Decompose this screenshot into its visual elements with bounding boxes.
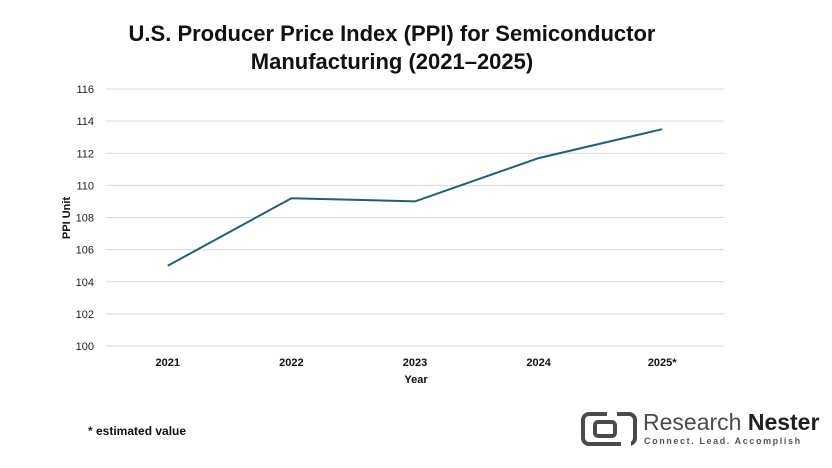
y-tick-label: 116 [76,84,94,96]
gridlines [106,88,724,347]
x-axis-label: Year [404,374,428,386]
brand-logo: Research Nester Connect. Lead. Accomplis… [581,409,819,449]
x-tick-label: 2025* [648,357,677,369]
chart-title-line-1: U.S. Producer Price Index (PPI) for Semi… [128,21,656,46]
y-tick-label: 108 [76,213,94,225]
brand-name-part-2: Nester [747,409,820,435]
x-tick-label: 2023 [403,357,427,369]
y-axis-ticks: 100 102 104 106 108 110 112 114 116 [76,84,94,353]
y-tick-label: 106 [76,245,94,257]
y-tick-label: 110 [76,180,94,192]
footnote: * estimated value [88,424,187,438]
series-line [167,128,663,267]
x-axis-categories: 2021 2022 2023 2024 2025* [156,357,678,369]
research-nester-logo-icon [581,412,637,446]
x-tick-label: 2021 [156,357,180,369]
chart-title: U.S. Producer Price Index (PPI) for Semi… [0,20,784,76]
y-tick-label: 112 [76,148,94,160]
brand-name: Research Nester [643,409,819,435]
chart-title-line-2: Manufacturing (2021–2025) [250,49,534,74]
y-tick-label: 102 [76,309,94,321]
x-tick-label: 2024 [526,357,551,369]
y-axis-label: PPI Unit [61,197,73,240]
y-tick-label: 104 [76,277,94,289]
brand-name-part-1: Research [643,409,742,435]
brand-tagline: Connect. Lead. Accomplish [644,436,802,446]
y-tick-label: 100 [76,341,94,353]
x-tick-label: 2022 [279,357,303,369]
y-tick-label: 114 [76,116,94,128]
